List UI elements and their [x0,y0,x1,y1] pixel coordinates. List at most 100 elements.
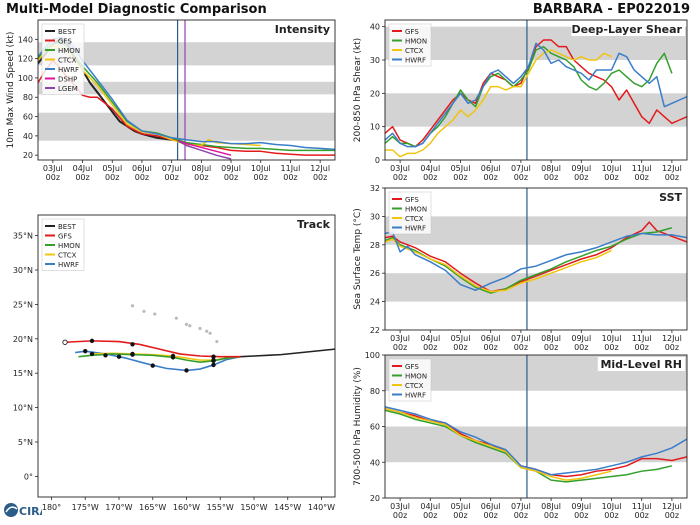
series-group [62,304,335,373]
island [188,324,192,328]
series-group [385,20,687,160]
plot-frame [37,214,336,498]
x-tick-label: 12Jul [662,164,682,173]
series-group [385,355,687,498]
x-tick-hour-label: 00z [665,511,679,520]
series-lgem [177,140,232,160]
x-tick-hour-label: 00z [423,173,437,182]
x-tick-label: 04Jul [420,164,440,173]
legend-label-gfs: GFS [58,233,72,241]
series-gfs [385,39,687,148]
island [153,312,157,316]
y-tick-label: 30 [370,56,380,65]
x-tick-label: 10Jul [602,164,622,173]
island [174,316,178,320]
legend-label-hmon: HMON [58,242,80,250]
y-tick-label: 20 [370,494,380,503]
y-tick-label: 140 [18,35,33,44]
track-point-gfs [211,354,216,359]
x-tick-label: 11Jul [632,334,652,343]
panel-title: Intensity [275,23,330,36]
track-point-hwrf [211,362,216,368]
cira-logo: CIRA [4,500,49,520]
panel-sst: 22242628303203Jul00z04Jul00z05Jul00z06Ju… [353,184,688,352]
legend-label-hmon: HMON [58,47,80,55]
x-tick-label: 09Jul [571,334,591,343]
x-tick-hour-label: 00z [135,173,149,182]
x-tick-label: 145°W [274,503,301,512]
y-tick-label: 40 [23,132,33,141]
x-tick-label: 07Jul [511,502,531,511]
x-tick-label: 05Jul [102,164,122,173]
series-ctcx [385,407,612,481]
x-tick-hour-label: 00z [514,343,528,352]
y-tick-label: 80 [370,387,380,396]
y-tick-label: 20 [370,89,380,98]
shade-band [38,81,335,95]
x-tick-label: 09Jul [571,164,591,173]
plot-frame [384,187,688,331]
y-axis-label: 700-500 hPa Humidity (%) [353,367,363,486]
x-tick-hour-label: 00z [574,343,588,352]
storm-id: BARBARA - EP022019 [532,2,690,17]
x-tick-label: 04Jul [73,164,93,173]
x-tick-label: 03Jul [390,164,410,173]
x-tick-label: 06Jul [481,502,501,511]
y-tick-label: 5°N [18,438,33,447]
title-bg [597,357,685,371]
y-tick-label: 100 [365,351,380,360]
track-point-hwrf [83,348,88,354]
shade-band [38,42,335,66]
x-tick-label: 12Jul [310,164,330,173]
x-tick-label: 07Jul [511,164,531,173]
y-tick-label: 24 [370,298,380,307]
x-tick-hour-label: 00z [514,173,528,182]
series-gfs [385,221,687,293]
x-tick-label: 04Jul [420,334,440,343]
shade-band [385,273,687,302]
x-tick-hour-label: 00z [423,511,437,520]
x-tick-label: 140°W [308,503,335,512]
track-point-ctcx [211,357,216,363]
x-tick-hour-label: 00z [453,511,467,520]
shade-band [385,216,687,245]
series-hwrf [385,231,687,291]
x-tick-hour-label: 00z [423,343,437,352]
island [130,304,135,308]
series-hmon [385,227,673,294]
x-tick-label: 11Jul [632,164,652,173]
y-tick-label: 0° [24,472,33,481]
x-tick-label: 03Jul [390,502,410,511]
y-tick-label: 20 [23,151,33,160]
x-tick-hour-label: 00z [635,173,649,182]
x-tick-hour-label: 00z [194,173,208,182]
y-tick-label: 35°N [13,232,33,241]
legend-label-hmon: HMON [405,206,427,214]
series-hwrf [385,42,687,148]
title-bg [571,22,685,36]
track-point-ctcx [89,351,95,357]
legend-label-ctcx: CTCX [405,215,424,223]
island [208,331,212,335]
x-tick-label: 05Jul [451,164,471,173]
legend-label-best: BEST [58,28,77,36]
title-bg [265,22,333,36]
x-tick-hour-label: 00z [574,173,588,182]
x-tick-hour-label: 00z [635,343,649,352]
x-tick-hour-label: 00z [224,173,238,182]
x-tick-hour-label: 00z [393,511,407,520]
x-tick-hour-label: 00z [544,511,558,520]
plot-frame [37,19,336,161]
y-tick-label: 40 [370,458,380,467]
x-tick-hour-label: 00z [105,173,119,182]
x-tick-hour-label: 00z [75,173,89,182]
y-tick-label: 0 [375,156,380,165]
x-tick-hour-label: 00z [544,173,558,182]
y-tick-label: 10°N [13,404,33,413]
panel-rh: 2040608010003Jul00z04Jul00z05Jul00z06Jul… [353,351,688,520]
x-tick-hour-label: 00z [544,343,558,352]
track-point-gfs [130,342,135,347]
x-tick-label: 170°W [105,503,132,512]
y-tick-label: 60 [370,423,380,432]
